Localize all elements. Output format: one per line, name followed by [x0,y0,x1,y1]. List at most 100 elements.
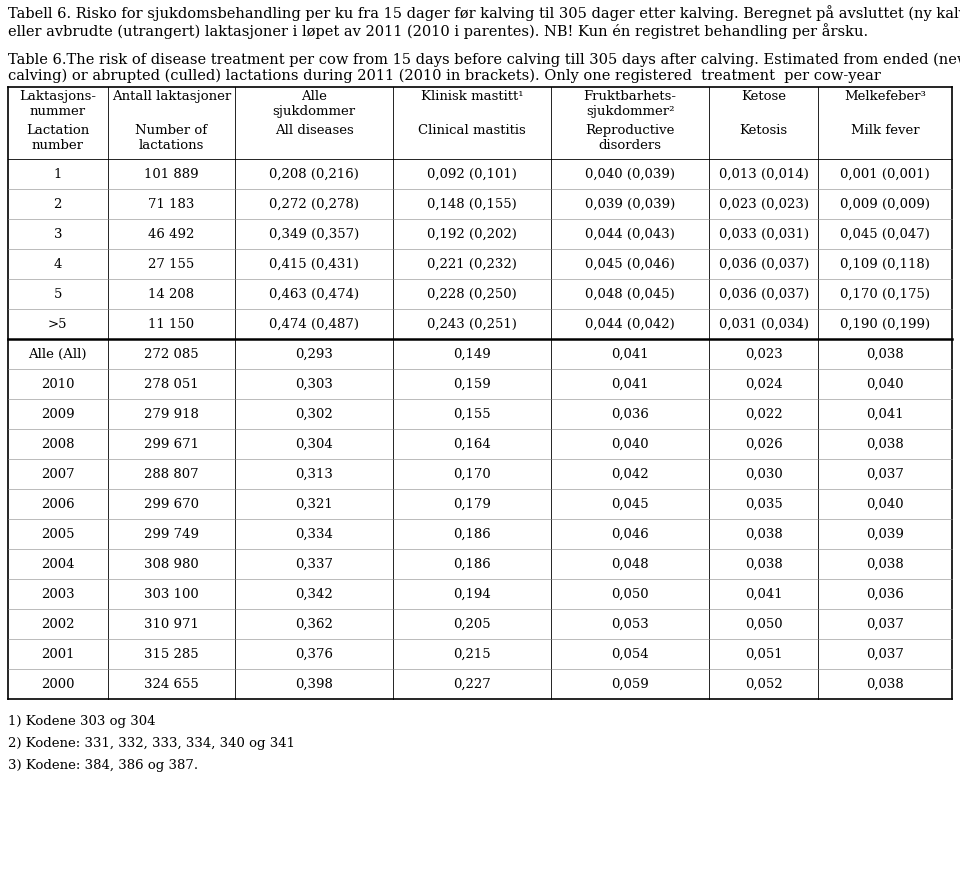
Text: 0,038: 0,038 [866,347,904,361]
Text: 0,474 (0,487): 0,474 (0,487) [269,318,359,331]
Text: Alle (All): Alle (All) [29,347,87,361]
Text: 0,170 (0,175): 0,170 (0,175) [840,287,930,300]
Text: 0,048 (0,045): 0,048 (0,045) [586,287,675,300]
Text: 0,036 (0,037): 0,036 (0,037) [719,287,809,300]
Text: 0,109 (0,118): 0,109 (0,118) [840,258,930,271]
Text: 303 100: 303 100 [144,588,199,601]
Text: 0,179: 0,179 [453,498,492,511]
Text: 0,033 (0,031): 0,033 (0,031) [719,228,808,240]
Text: 0,038: 0,038 [745,527,782,540]
Text: 0,272 (0,278): 0,272 (0,278) [269,197,359,210]
Text: Ketose: Ketose [741,90,786,103]
Text: 0,215: 0,215 [453,648,491,661]
Text: 2008: 2008 [41,437,75,450]
Text: 0,243 (0,251): 0,243 (0,251) [427,318,517,331]
Text: 0,050: 0,050 [612,588,649,601]
Text: 0,030: 0,030 [745,468,782,480]
Text: 0,022: 0,022 [745,408,782,421]
Text: 299 670: 299 670 [144,498,199,511]
Text: Number of
lactations: Number of lactations [135,125,207,153]
Text: 0,024: 0,024 [745,377,782,390]
Text: 0,415 (0,431): 0,415 (0,431) [269,258,359,271]
Text: 1) Kodene 303 og 304: 1) Kodene 303 og 304 [8,715,156,728]
Text: 2003: 2003 [41,588,75,601]
Text: 272 085: 272 085 [144,347,199,361]
Text: 0,040: 0,040 [866,377,904,390]
Text: 0,009 (0,009): 0,009 (0,009) [840,197,930,210]
Text: 0,053: 0,053 [612,617,649,630]
Text: 0,041: 0,041 [866,408,904,421]
Text: 0,208 (0,216): 0,208 (0,216) [269,168,359,181]
Text: 0,036 (0,037): 0,036 (0,037) [719,258,809,271]
Text: Milk fever: Milk fever [851,125,920,137]
Text: 0,186: 0,186 [453,558,491,570]
Text: Klinisk mastitt¹: Klinisk mastitt¹ [420,90,523,103]
Text: 2004: 2004 [41,558,75,570]
Text: 0,048: 0,048 [612,558,649,570]
Text: Reproductive
disorders: Reproductive disorders [586,125,675,153]
Text: 0,041: 0,041 [612,347,649,361]
Text: 14 208: 14 208 [149,287,195,300]
Text: 310 971: 310 971 [144,617,199,630]
Text: 0,194: 0,194 [453,588,491,601]
Text: All diseases: All diseases [275,125,353,137]
Text: 0,039: 0,039 [866,527,904,540]
Text: Melkefeber³: Melkefeber³ [844,90,926,103]
Text: 299 671: 299 671 [144,437,199,450]
Text: 3: 3 [54,228,62,240]
Text: 0,040: 0,040 [612,437,649,450]
Text: 71 183: 71 183 [148,197,195,210]
Text: 0,054: 0,054 [612,648,649,661]
Text: 27 155: 27 155 [148,258,195,271]
Text: Laktasjons-
nummer: Laktasjons- nummer [19,90,96,118]
Text: 299 749: 299 749 [144,527,199,540]
Text: 1: 1 [54,168,62,181]
Text: 0,362: 0,362 [296,617,333,630]
Text: 0,051: 0,051 [745,648,782,661]
Text: 2007: 2007 [41,468,75,480]
Text: 0,164: 0,164 [453,437,491,450]
Text: Tabell 6. Risko for sjukdomsbehandling per ku fra 15 dager før kalving til 305 d: Tabell 6. Risko for sjukdomsbehandling p… [8,5,960,39]
Text: Antall laktasjoner: Antall laktasjoner [111,90,231,103]
Text: 2009: 2009 [41,408,75,421]
Text: 0,052: 0,052 [745,677,782,691]
Text: 2010: 2010 [41,377,75,390]
Text: 0,059: 0,059 [612,677,649,691]
Text: Fruktbarhets-
sjukdommer²: Fruktbarhets- sjukdommer² [584,90,677,118]
Text: 0,321: 0,321 [296,498,333,511]
Text: 0,037: 0,037 [866,468,904,480]
Text: 0,013 (0,014): 0,013 (0,014) [719,168,808,181]
Text: 0,349 (0,357): 0,349 (0,357) [269,228,359,240]
Text: 2000: 2000 [41,677,75,691]
Text: 0,045 (0,046): 0,045 (0,046) [585,258,675,271]
Text: 0,205: 0,205 [453,617,491,630]
Text: 0,190 (0,199): 0,190 (0,199) [840,318,930,331]
Text: 0,045: 0,045 [612,498,649,511]
Text: 46 492: 46 492 [148,228,195,240]
Text: 0,376: 0,376 [295,648,333,661]
Text: 324 655: 324 655 [144,677,199,691]
Text: 0,031 (0,034): 0,031 (0,034) [719,318,808,331]
Text: 0,159: 0,159 [453,377,491,390]
Text: 0,036: 0,036 [612,408,649,421]
Text: 0,303: 0,303 [296,377,333,390]
Text: 0,045 (0,047): 0,045 (0,047) [840,228,930,240]
Text: 0,035: 0,035 [745,498,782,511]
Text: 0,038: 0,038 [866,558,904,570]
Text: 0,001 (0,001): 0,001 (0,001) [840,168,930,181]
Text: 308 980: 308 980 [144,558,199,570]
Text: 0,221 (0,232): 0,221 (0,232) [427,258,517,271]
Text: 2) Kodene: 331, 332, 333, 334, 340 og 341: 2) Kodene: 331, 332, 333, 334, 340 og 34… [8,737,295,750]
Text: 2: 2 [54,197,62,210]
Text: 0,192 (0,202): 0,192 (0,202) [427,228,517,240]
Text: Alle
sjukdommer: Alle sjukdommer [273,90,356,118]
Text: 0,148 (0,155): 0,148 (0,155) [427,197,517,210]
Text: 11 150: 11 150 [149,318,195,331]
Text: 0,186: 0,186 [453,527,491,540]
Text: 0,023: 0,023 [745,347,782,361]
Text: 0,038: 0,038 [866,437,904,450]
Text: 0,149: 0,149 [453,347,491,361]
Text: 0,337: 0,337 [295,558,333,570]
Text: 0,023 (0,023): 0,023 (0,023) [719,197,808,210]
Text: 0,041: 0,041 [612,377,649,390]
